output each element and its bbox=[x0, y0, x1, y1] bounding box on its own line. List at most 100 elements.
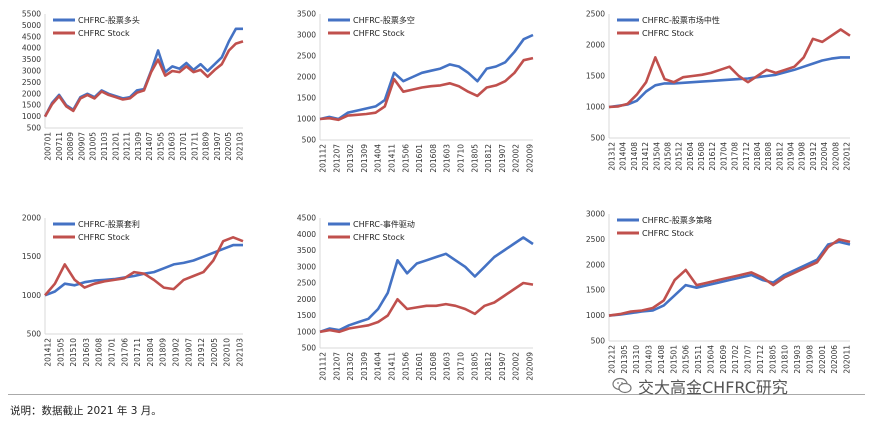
y-tick-label: 4500 bbox=[22, 32, 41, 41]
x-tick-label: 201309 bbox=[134, 132, 143, 161]
x-tick-label: 202002 bbox=[512, 352, 521, 381]
y-tick-label: 2000 bbox=[586, 41, 605, 50]
y-tick-label: 4000 bbox=[22, 44, 41, 53]
x-tick-label: 202001 bbox=[818, 345, 827, 374]
series-line-index bbox=[44, 243, 243, 297]
legend-label: CHFRC Stock bbox=[78, 29, 130, 38]
y-tick-label: 1500 bbox=[297, 311, 316, 320]
series-line-index bbox=[319, 33, 534, 121]
chart-panel-1: 500 1000 1500 2000 2500 3000 3500 4000 4500 5000 5… bbox=[22, 10, 245, 161]
y-tick-label: 500 bbox=[302, 344, 317, 353]
y-tick-label: 2500 bbox=[586, 235, 605, 244]
x-tick-label: 201103 bbox=[100, 132, 109, 161]
series-line-stock bbox=[44, 236, 244, 297]
y-tick-label: 1000 bbox=[22, 291, 41, 300]
x-tick-label: 201711 bbox=[133, 338, 142, 367]
x-tick-label: 201604 bbox=[686, 142, 695, 171]
x-tick-label: 201812 bbox=[775, 142, 784, 171]
x-tick-label: 201312 bbox=[608, 142, 617, 171]
y-tick-label: 1000 bbox=[586, 311, 605, 320]
series-line-index bbox=[608, 56, 850, 109]
series-line-stock bbox=[43, 40, 244, 118]
x-tick-label: 201805 bbox=[470, 144, 479, 173]
y-tick-label: 3000 bbox=[297, 262, 316, 271]
x-tick-label: 201805 bbox=[768, 345, 777, 374]
y-tick-label: 500 bbox=[591, 134, 606, 143]
x-tick-label: 201511 bbox=[694, 345, 703, 374]
x-tick-label: 201908 bbox=[805, 345, 814, 374]
x-tick-label: 201404 bbox=[374, 144, 383, 173]
series-line-stock bbox=[319, 281, 534, 334]
x-tick-label: 202002 bbox=[512, 144, 521, 173]
x-tick-label: 201305 bbox=[620, 345, 629, 374]
x-tick-label: 201505 bbox=[56, 338, 65, 367]
x-tick-label: 201408 bbox=[630, 142, 639, 171]
legend-label: CHFRC Stock bbox=[642, 229, 694, 238]
x-tick-label: 201412 bbox=[44, 338, 53, 367]
x-tick-label: 201207 bbox=[332, 144, 341, 173]
x-tick-label: 201501 bbox=[669, 345, 678, 374]
y-tick-label: 2500 bbox=[22, 78, 41, 87]
y-tick-label: 2000 bbox=[22, 89, 41, 98]
x-tick-label: 201808 bbox=[764, 142, 773, 171]
x-tick-label: 201710 bbox=[457, 352, 466, 381]
x-tick-label: 201710 bbox=[457, 144, 466, 173]
y-tick-label: 2500 bbox=[297, 52, 316, 61]
chart-panel-6: 500 1000 1500 2000 2500 3000 201212 201305 20131… bbox=[586, 210, 852, 374]
x-tick-label: 201403 bbox=[645, 345, 654, 374]
legend-label: CHFRC Stock bbox=[78, 233, 130, 242]
x-tick-label: 201212 bbox=[608, 345, 617, 374]
x-tick-label: 202103 bbox=[236, 132, 245, 161]
y-tick-label: 3500 bbox=[22, 55, 41, 64]
series-line-index bbox=[608, 240, 851, 317]
x-tick-label: 201504 bbox=[652, 142, 661, 171]
x-tick-label: 201201 bbox=[111, 132, 120, 161]
x-tick-label: 201809 bbox=[202, 132, 211, 161]
wechat-icon bbox=[612, 377, 632, 394]
x-tick-label: 201701 bbox=[179, 132, 188, 161]
legend-label: CHFRC-事件驱动 bbox=[353, 219, 415, 229]
y-tick-label: 3000 bbox=[586, 210, 605, 219]
x-tick-label: 201907 bbox=[498, 352, 507, 381]
x-tick-label: 201903 bbox=[793, 345, 802, 374]
x-tick-label: 201608 bbox=[429, 144, 438, 173]
x-tick-label: 200701 bbox=[44, 132, 53, 161]
x-tick-label: 202004 bbox=[820, 142, 829, 171]
x-tick-label: 202010 bbox=[223, 338, 232, 367]
y-tick-label: 2500 bbox=[297, 279, 316, 288]
x-tick-label: 201609 bbox=[719, 345, 728, 374]
x-tick-label: 201707 bbox=[744, 345, 753, 374]
x-tick-label: 202103 bbox=[236, 338, 245, 367]
y-tick-label: 2000 bbox=[22, 214, 41, 223]
x-tick-label: 201809 bbox=[159, 338, 168, 367]
x-tick-label: 201310 bbox=[632, 345, 641, 374]
x-tick-label: 201608 bbox=[697, 142, 706, 171]
legend-label: CHFRC Stock bbox=[353, 233, 405, 242]
x-tick-label: 201701 bbox=[108, 338, 117, 367]
series-line-index bbox=[319, 236, 534, 334]
x-tick-label: 201804 bbox=[146, 338, 155, 367]
x-tick-label: 201510 bbox=[69, 338, 78, 367]
y-tick-label: 3000 bbox=[297, 31, 316, 40]
x-tick-label: 201912 bbox=[197, 338, 206, 367]
y-tick-label: 1500 bbox=[22, 252, 41, 261]
series-line-stock bbox=[608, 28, 851, 109]
x-tick-label: 201908 bbox=[798, 142, 807, 171]
y-tick-label: 5500 bbox=[22, 10, 41, 19]
x-tick-label: 201412 bbox=[641, 142, 650, 171]
x-tick-label: 201411 bbox=[388, 352, 397, 381]
footnote: 说明：数据截止 2021 年 3 月。 bbox=[10, 405, 162, 417]
x-tick-label: 201708 bbox=[731, 142, 740, 171]
x-tick-label: 201904 bbox=[787, 142, 796, 171]
y-tick-label: 1500 bbox=[22, 101, 41, 110]
x-tick-label: 201603 bbox=[443, 144, 452, 173]
y-tick-label: 1000 bbox=[297, 115, 316, 124]
y-tick-label: 1500 bbox=[586, 72, 605, 81]
x-tick-label: 201309 bbox=[360, 144, 369, 173]
x-tick-label: 202011 bbox=[843, 345, 852, 374]
legend-label: CHFRC Stock bbox=[353, 29, 405, 38]
y-tick-label: 2000 bbox=[297, 295, 316, 304]
x-tick-label: 202009 bbox=[526, 144, 535, 173]
